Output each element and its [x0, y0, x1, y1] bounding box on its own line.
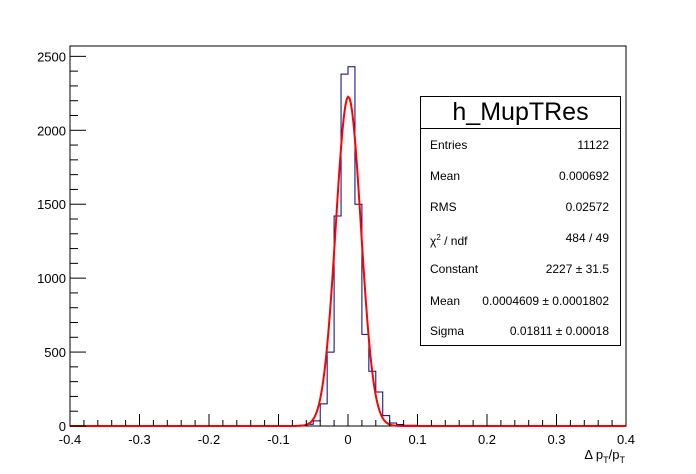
x-tick-label: -0.2	[198, 432, 220, 447]
stats-row-sigma: Sigma 0.01811 ± 0.00018	[421, 321, 620, 341]
x-tick-label: -0.3	[128, 432, 150, 447]
stats-key: Constant	[430, 262, 479, 276]
y-tick-label: 1500	[37, 197, 66, 212]
x-tick-label: 0.1	[408, 432, 426, 447]
stats-value: 484 / 49	[565, 231, 609, 245]
x-tick-label: -0.4	[59, 432, 81, 447]
stats-value: 0.02572	[565, 200, 609, 214]
histogram-bin	[320, 404, 327, 426]
stats-key: Sigma	[430, 324, 465, 338]
stats-row-entries: Entries 11122	[421, 135, 620, 155]
stats-value: 0.000692	[558, 169, 609, 183]
x-axis-label: Δ pT/pT	[584, 447, 625, 465]
histogram-bin	[362, 334, 369, 426]
stats-box: h_MupTRes Entries 11122 Mean 0.000692 RM…	[420, 96, 621, 346]
y-tick-label: 0	[59, 419, 66, 434]
x-tick-label: 0	[344, 432, 351, 447]
gaussian-fit-line	[70, 95, 626, 427]
stats-key: RMS	[430, 200, 457, 214]
y-tick-label: 1000	[37, 271, 66, 286]
histogram-bin	[313, 421, 320, 426]
stats-value: 11122	[577, 138, 609, 152]
stats-row-rms: RMS 0.02572	[421, 197, 620, 217]
stats-value: 0.0004609 ± 0.0001802	[482, 294, 609, 308]
histogram-bin	[327, 352, 334, 426]
stats-row-mean: Mean 0.000692	[421, 166, 620, 186]
y-tick-label: 2500	[37, 49, 66, 64]
x-tick-label: 0.2	[478, 432, 496, 447]
stats-row-chi2: χ2 / ndf 484 / 49	[421, 228, 620, 248]
stats-value: 0.01811 ± 0.00018	[509, 324, 609, 338]
y-tick-label: 2000	[37, 123, 66, 138]
stats-row-fit-mean: Mean 0.0004609 ± 0.0001802	[421, 291, 620, 311]
x-tick-label: -0.1	[267, 432, 289, 447]
stats-key: Mean	[430, 294, 461, 308]
stats-key-chi2: χ2 / ndf	[430, 233, 468, 248]
stats-row-constant: Constant 2227 ± 31.5	[421, 259, 620, 279]
stats-title: h_MupTRes	[421, 97, 620, 129]
stats-key: Entries	[430, 138, 468, 152]
stats-value: 2227 ± 31.5	[545, 262, 609, 276]
x-tick-label: 0.4	[617, 432, 635, 447]
y-tick-label: 500	[44, 345, 66, 360]
x-tick-label: 0.3	[547, 432, 565, 447]
stats-key: Mean	[430, 169, 461, 183]
